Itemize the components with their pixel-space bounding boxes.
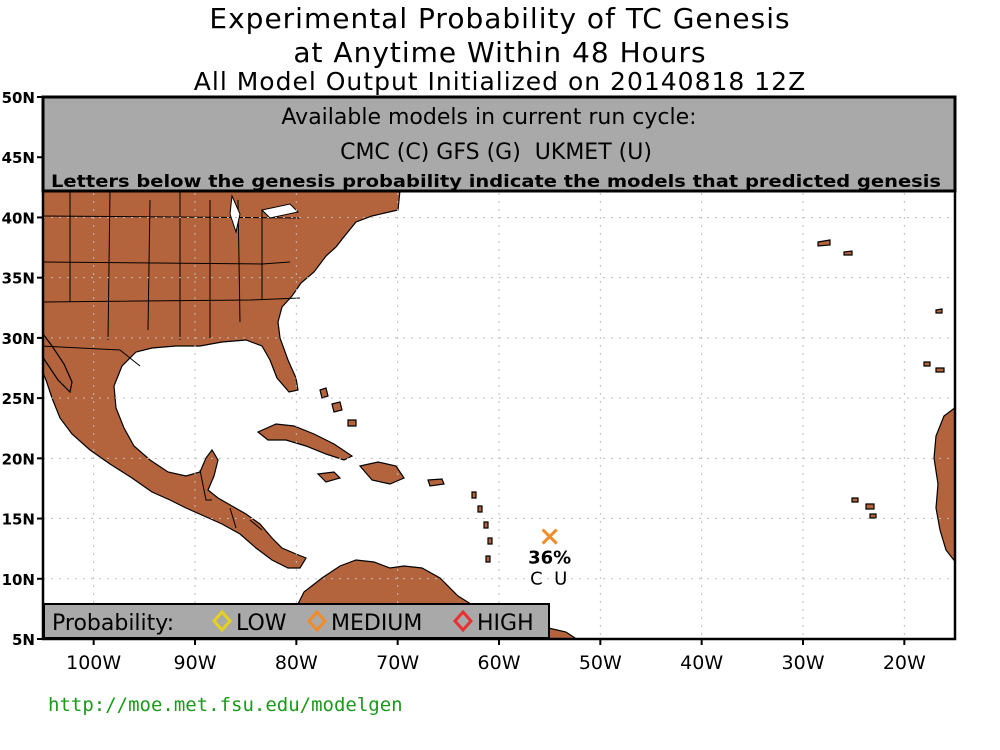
legend-low-label: LOW — [236, 611, 287, 636]
cape-verde — [851, 497, 877, 519]
azores — [817, 239, 853, 256]
genesis-x-mark-icon — [541, 528, 558, 545]
banner-note: Letters below the genesis probability in… — [51, 172, 941, 191]
lat-tick-label: 40N — [2, 209, 35, 227]
models-banner: Available models in current run cycle: C… — [41, 95, 957, 193]
madeira — [935, 308, 943, 314]
canary-islands — [923, 361, 945, 373]
medium-diamond-icon — [306, 609, 328, 633]
lon-tick-label: 80W — [275, 652, 318, 674]
lon-tick-label: 40W — [680, 652, 723, 674]
banner-models: CMC (C) GFS (G) UKMET (U) — [340, 140, 652, 165]
legend-medium-label: MEDIUM — [331, 611, 422, 636]
bahamas — [319, 387, 357, 427]
lat-tick-label: 50N — [2, 89, 35, 107]
probability-legend: Probability: LOW MEDIUM HIGH — [43, 603, 550, 639]
title-line-2: at Anytime Within 48 Hours — [293, 36, 707, 69]
title-line-3: All Model Output Initialized on 20140818… — [193, 67, 807, 96]
longitude-axis: 100W 90W 80W 70W 60W 50W 40W 30W 20W — [66, 639, 926, 674]
legend-high-label: HIGH — [477, 611, 534, 636]
lat-tick-label: 15N — [2, 511, 35, 529]
banner-background — [41, 95, 957, 193]
lat-tick-label: 10N — [2, 571, 35, 589]
genesis-probability-label: 36% — [528, 548, 571, 569]
baja-california — [43, 333, 73, 394]
lon-tick-label: 30W — [782, 652, 825, 674]
lat-tick-label: 30N — [2, 330, 35, 348]
lat-tick-label: 35N — [2, 270, 35, 288]
genesis-models-label: C U — [530, 569, 567, 590]
latitude-axis: 50N 45N 40N 35N 30N 25N 20N 15N 10N 5N — [2, 89, 43, 649]
lat-tick-label: 25N — [2, 390, 35, 408]
lon-tick-label: 60W — [478, 652, 521, 674]
political-borders — [43, 189, 301, 531]
lon-tick-label: 50W — [579, 652, 622, 674]
legend-label: Probability: — [52, 611, 174, 636]
lesser-antilles — [471, 491, 493, 563]
lat-tick-label: 45N — [2, 149, 35, 167]
jamaica — [316, 471, 342, 483]
low-diamond-icon — [211, 609, 233, 633]
lat-tick-label: 20N — [2, 450, 35, 468]
lon-tick-label: 100W — [66, 652, 121, 674]
lon-tick-label: 70W — [376, 652, 419, 674]
lakes — [229, 194, 300, 234]
genesis-marker-group: 36%C U — [528, 528, 571, 590]
high-diamond-icon — [452, 609, 474, 633]
banner-heading: Available models in current run cycle: — [281, 105, 696, 130]
north-america-landmass — [43, 189, 401, 569]
lat-tick-label: 5N — [12, 631, 35, 649]
lon-tick-label: 90W — [174, 652, 217, 674]
title-line-1: Experimental Probability of TC Genesis — [209, 2, 791, 35]
hispaniola — [358, 461, 405, 485]
puerto-rico — [427, 478, 445, 487]
africa-landmass — [933, 407, 955, 563]
lon-tick-label: 20W — [883, 652, 926, 674]
source-url[interactable]: http://moe.met.fsu.edu/modelgen — [48, 694, 403, 716]
